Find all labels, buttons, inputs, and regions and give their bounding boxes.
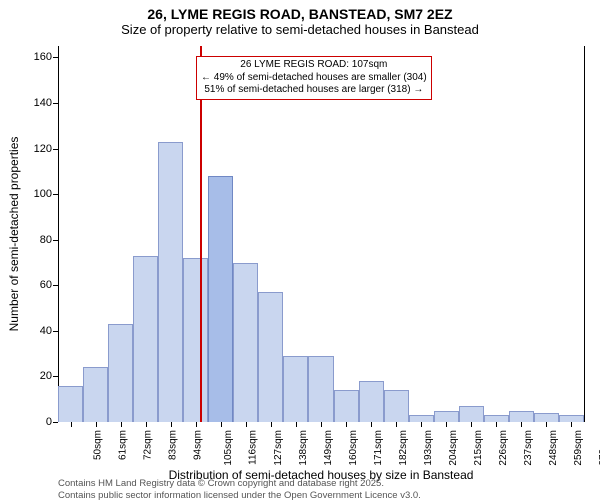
attribution-line2: Contains public sector information licen… (58, 490, 421, 501)
x-tick (271, 422, 272, 427)
histogram-bar (359, 381, 384, 422)
y-tick (53, 57, 58, 58)
x-tick (321, 422, 322, 427)
x-tick-label: 248sqm (548, 430, 559, 466)
x-tick (246, 422, 247, 427)
x-tick (196, 422, 197, 427)
page-title: 26, LYME REGIS ROAD, BANSTEAD, SM7 2EZ (0, 0, 600, 22)
x-tick (146, 422, 147, 427)
histogram-bar (534, 413, 559, 422)
x-tick (421, 422, 422, 427)
x-tick-label: 61sqm (117, 430, 128, 460)
x-tick (396, 422, 397, 427)
x-tick (471, 422, 472, 427)
x-tick-label: 50sqm (92, 430, 103, 460)
y-tick-label: 80 (22, 234, 52, 246)
x-tick-label: 83sqm (167, 430, 178, 460)
histogram-bar (459, 406, 484, 422)
attribution-line1: Contains HM Land Registry data © Crown c… (58, 478, 384, 489)
y-tick-label: 60 (22, 279, 52, 291)
x-tick-label: 138sqm (298, 430, 309, 466)
y-tick (53, 240, 58, 241)
x-tick-label: 127sqm (273, 430, 284, 466)
y-tick-label: 120 (22, 143, 52, 155)
x-tick (571, 422, 572, 427)
histogram-bar (208, 176, 233, 422)
y-tick (53, 285, 58, 286)
x-tick-label: 160sqm (348, 430, 359, 466)
y-tick-label: 40 (22, 325, 52, 337)
plot-area: 02040608010012014016050sqm61sqm72sqm83sq… (58, 46, 585, 422)
y-tick-label: 100 (22, 188, 52, 200)
histogram-bar (58, 386, 83, 422)
x-tick-label: 259sqm (574, 430, 585, 466)
y-tick (53, 376, 58, 377)
attribution: Contains HM Land Registry data © Crown c… (58, 478, 421, 502)
x-tick (371, 422, 372, 427)
histogram-bar (484, 415, 509, 422)
histogram-bar (559, 415, 584, 422)
x-tick-label: 116sqm (247, 430, 258, 465)
histogram-bar (183, 258, 208, 422)
y-tick (53, 331, 58, 332)
histogram-bar (158, 142, 183, 422)
x-tick (546, 422, 547, 427)
x-tick (446, 422, 447, 427)
x-tick-label: 226sqm (498, 430, 509, 466)
x-tick-label: 171sqm (373, 430, 384, 466)
x-tick (96, 422, 97, 427)
x-tick (121, 422, 122, 427)
page-subtitle: Size of property relative to semi-detach… (0, 22, 600, 41)
x-tick-label: 105sqm (223, 430, 234, 466)
histogram-bar (108, 324, 133, 422)
x-tick-label: 149sqm (323, 430, 334, 466)
x-tick (296, 422, 297, 427)
x-tick-label: 193sqm (423, 430, 434, 466)
x-tick-label: 237sqm (523, 430, 534, 466)
x-tick-label: 72sqm (142, 430, 153, 460)
x-tick-label: 204sqm (448, 430, 459, 466)
y-tick (53, 149, 58, 150)
annotation-box: 26 LYME REGIS ROAD: 107sqm← 49% of semi-… (196, 56, 432, 100)
x-tick-label: 94sqm (192, 430, 203, 460)
histogram-bar (258, 292, 283, 422)
histogram-bar (434, 411, 459, 422)
histogram-bar (509, 411, 534, 422)
x-tick (171, 422, 172, 427)
y-axis-label: Number of semi-detached properties (7, 137, 21, 332)
y-tick-label: 140 (22, 97, 52, 109)
chart-area: Number of semi-detached properties 02040… (58, 46, 584, 422)
y-axis-line (58, 46, 59, 422)
x-tick (521, 422, 522, 427)
x-tick (71, 422, 72, 427)
histogram-bar (334, 390, 359, 422)
reference-line (200, 46, 202, 422)
histogram-bar (283, 356, 308, 422)
y-tick (53, 103, 58, 104)
y-tick-label: 160 (22, 51, 52, 63)
histogram-bar (83, 367, 108, 422)
histogram-bar (384, 390, 409, 422)
y-tick-label: 0 (22, 416, 52, 428)
x-tick (496, 422, 497, 427)
histogram-bar (133, 256, 158, 422)
x-tick (221, 422, 222, 427)
histogram-bar (409, 415, 434, 422)
y-tick (53, 194, 58, 195)
histogram-bar (308, 356, 333, 422)
x-tick-label: 182sqm (398, 430, 409, 466)
x-tick-label: 215sqm (473, 430, 484, 466)
y-tick (53, 422, 58, 423)
y-tick-label: 20 (22, 370, 52, 382)
x-tick (346, 422, 347, 427)
histogram-bar (233, 263, 258, 423)
